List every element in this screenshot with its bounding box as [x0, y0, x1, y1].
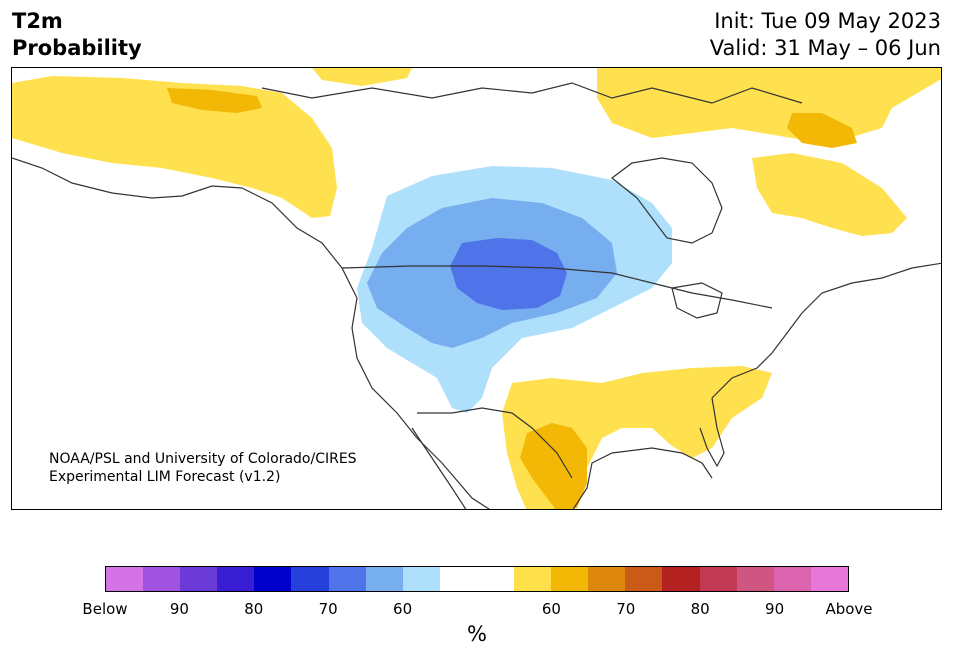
- border-us-mexico: [417, 407, 573, 479]
- colorbar-segment: [328, 567, 366, 591]
- map-svg: [12, 68, 941, 509]
- colorbar-segment: [476, 567, 515, 591]
- above-region-northeast-canada: [597, 68, 941, 143]
- border-us-canada: [341, 265, 773, 309]
- coastline-florida: [699, 397, 725, 468]
- above60-texas: [520, 423, 587, 509]
- colorbar-tick-label: 90: [169, 600, 189, 618]
- probability-map: [11, 67, 942, 510]
- title-line-2: Probability: [12, 36, 142, 60]
- credit-line-1: NOAA/PSL and University of Colorado/CIRE…: [49, 451, 357, 467]
- colorbar-segment: [217, 567, 255, 591]
- colorbar-segment: [254, 567, 292, 591]
- above-region-labrador: [752, 153, 907, 236]
- colorbar-segment: [180, 567, 218, 591]
- colorbar-tick-label: Above: [825, 600, 873, 618]
- above60-alaska: [167, 88, 262, 113]
- colorbar-tick-label: Below: [82, 600, 128, 618]
- forecast-info: Init: Tue 09 May 2023 Valid: 31 May – 06…: [710, 8, 941, 62]
- colorbar-unit: %: [467, 622, 487, 646]
- colorbar-tick-label: 90: [765, 600, 785, 618]
- colorbar-segment: [736, 567, 774, 591]
- colorbar-segment: [773, 567, 811, 591]
- above-60-regions: [167, 88, 857, 509]
- credit-line-2: Experimental LIM Forecast (v1.2): [49, 469, 281, 485]
- colorbar-segment: [810, 567, 848, 591]
- colorbar-segment: [699, 567, 737, 591]
- coastline-arctic: [261, 82, 803, 104]
- above-normal-regions: [12, 68, 941, 509]
- below70-core: [450, 238, 567, 310]
- coastline-gulf: [572, 447, 713, 509]
- colorbar-segment: [402, 567, 440, 591]
- colorbar-segment: [106, 567, 144, 591]
- colorbar-tick-label: 60: [541, 600, 561, 618]
- below-70-regions: [450, 238, 567, 310]
- coastline-east: [711, 262, 941, 399]
- credit-text: NOAA/PSL and University of Colorado/CIRE…: [49, 450, 357, 486]
- above60-quebec: [787, 113, 857, 148]
- coastline-west-us: [351, 297, 491, 509]
- valid-period: Valid: 31 May – 06 Jun: [709, 36, 941, 60]
- colorbar-segment: [143, 567, 181, 591]
- chart-title: T2m Probability: [12, 8, 142, 62]
- great-lakes: [671, 282, 723, 319]
- colorbar-segment: [551, 567, 589, 591]
- colorbar-segment: [439, 567, 477, 591]
- coastline-hudson-bay: [611, 157, 723, 244]
- colorbar-segment: [662, 567, 700, 591]
- above-region-arctic: [312, 68, 412, 86]
- coastline-alaska: [12, 157, 358, 299]
- colorbar-tick-label: 70: [616, 600, 636, 618]
- colorbar-tick-label: 70: [318, 600, 338, 618]
- above-region-alaska: [12, 76, 337, 218]
- colorbar-tick-label: 80: [244, 600, 264, 618]
- colorbar: [105, 566, 849, 592]
- coastlines-borders: [12, 82, 941, 509]
- colorbar-tick-label: 60: [393, 600, 413, 618]
- colorbar-segment: [588, 567, 626, 591]
- coastline-baja: [411, 427, 467, 509]
- colorbar-segment: [365, 567, 403, 591]
- colorbar-segment: [291, 567, 329, 591]
- colorbar-tick-label: 80: [690, 600, 710, 618]
- title-line-1: T2m: [12, 9, 63, 33]
- colorbar-segment: [514, 567, 552, 591]
- init-date: Init: Tue 09 May 2023: [714, 9, 941, 33]
- colorbar-segment: [625, 567, 663, 591]
